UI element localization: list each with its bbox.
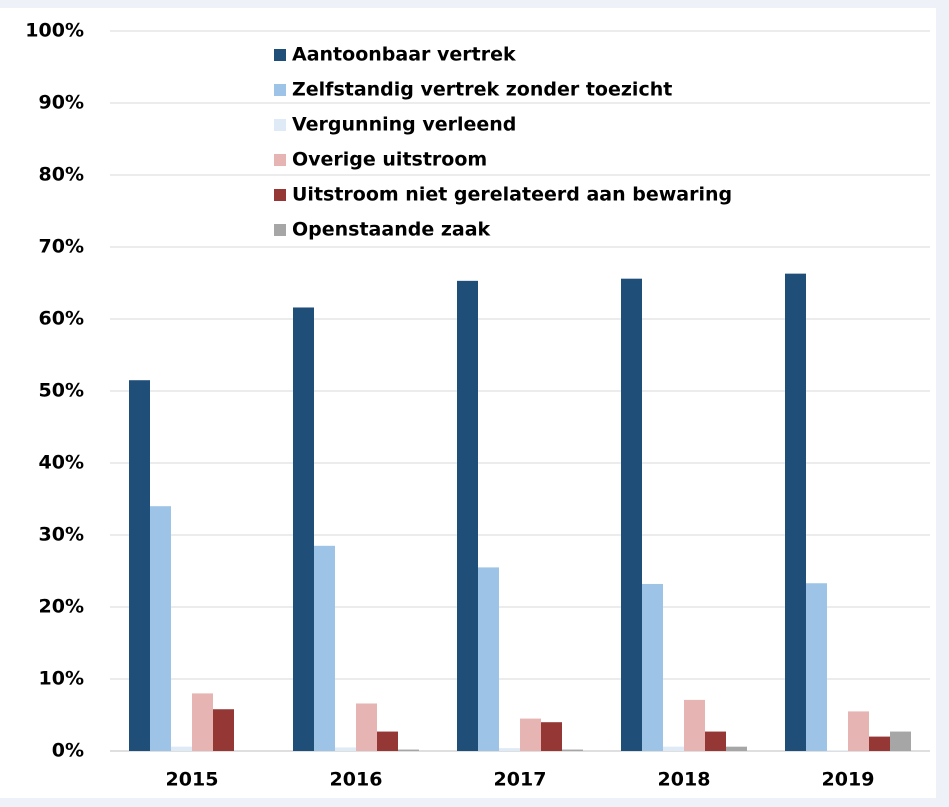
bar	[356, 703, 377, 751]
bar	[398, 749, 419, 751]
bar	[150, 506, 171, 751]
bar	[314, 545, 335, 751]
y-tick-label: 20%	[39, 596, 84, 618]
x-tick-label: 2017	[494, 769, 547, 791]
bar	[806, 583, 827, 751]
legend-label: Uitstroom niet gerelateerd aan bewaring	[292, 184, 732, 206]
bar	[129, 380, 150, 751]
legend-label: Vergunning verleend	[292, 114, 516, 136]
bar	[457, 280, 478, 751]
y-tick-label: 0%	[52, 740, 84, 762]
x-tick-label: 2019	[822, 769, 875, 791]
bar	[562, 749, 583, 751]
bar	[827, 750, 848, 751]
bar	[192, 693, 213, 751]
bar	[726, 746, 747, 751]
bar	[335, 747, 356, 751]
bar	[890, 731, 911, 751]
y-tick-label: 10%	[39, 668, 84, 690]
bar	[541, 722, 562, 751]
legend-swatch	[274, 224, 286, 236]
y-tick-label: 70%	[39, 236, 84, 258]
y-tick-label: 80%	[39, 164, 84, 186]
bar	[684, 699, 705, 751]
y-tick-label: 30%	[39, 524, 84, 546]
legend-label: Aantoonbaar vertrek	[292, 44, 516, 66]
y-tick-label: 100%	[25, 20, 84, 42]
bar	[377, 731, 398, 751]
bar	[663, 746, 684, 751]
bar	[171, 746, 192, 751]
bar	[293, 307, 314, 751]
legend-label: Zelfstandig vertrek zonder toezicht	[292, 79, 672, 101]
legend-swatch	[274, 154, 286, 166]
bar	[478, 567, 499, 751]
y-tick-label: 40%	[39, 452, 84, 474]
bar	[705, 731, 726, 751]
bar	[785, 273, 806, 751]
bar	[848, 711, 869, 751]
legend-swatch	[274, 84, 286, 96]
legend-swatch	[274, 119, 286, 131]
x-tick-label: 2015	[166, 769, 219, 791]
bar	[642, 583, 663, 751]
legend-label: Overige uitstroom	[292, 149, 487, 171]
legend-swatch	[274, 189, 286, 201]
y-tick-label: 60%	[39, 308, 84, 330]
bar	[520, 718, 541, 751]
x-tick-label: 2018	[658, 769, 711, 791]
y-tick-label: 50%	[39, 380, 84, 402]
bar	[869, 736, 890, 751]
legend-label: Openstaande zaak	[292, 219, 491, 241]
legend-swatch	[274, 49, 286, 61]
bar	[621, 278, 642, 751]
bar	[213, 709, 234, 751]
y-tick-label: 90%	[39, 92, 84, 114]
bar	[499, 748, 520, 751]
x-tick-label: 2016	[330, 769, 383, 791]
